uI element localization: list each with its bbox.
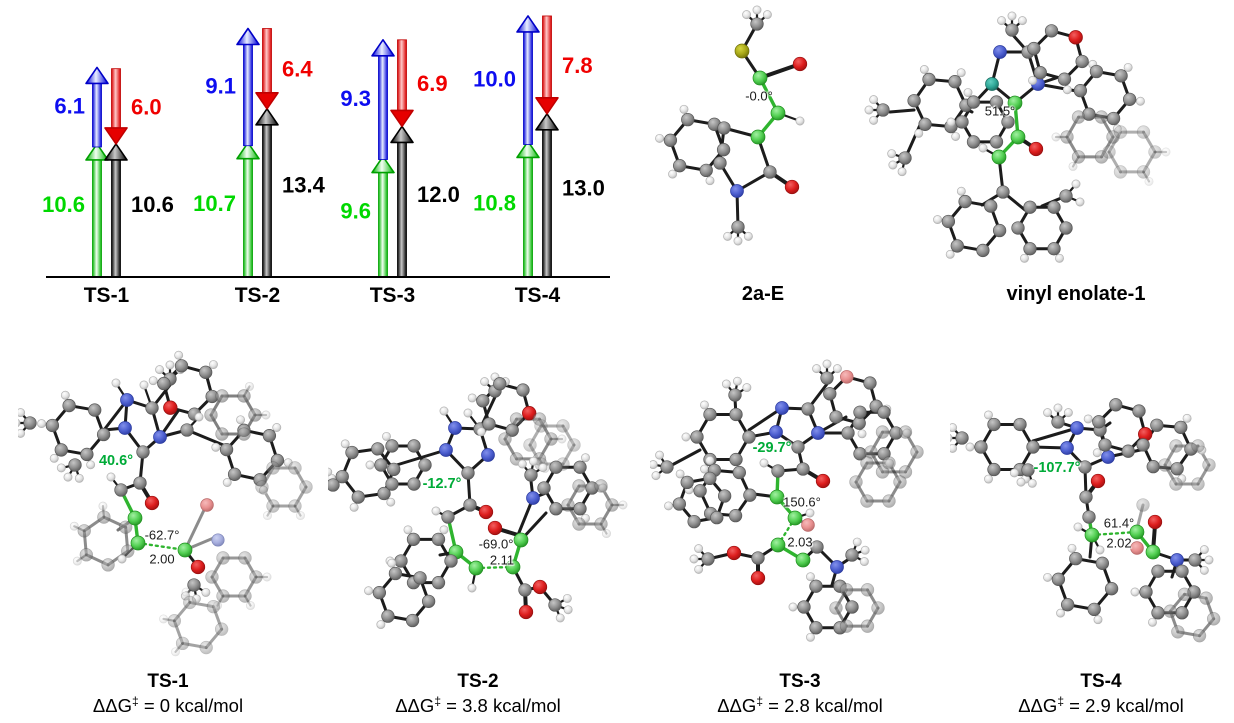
molecule-2a-E-caption: 2a-E: [741, 283, 785, 305]
red-arrow-TS-4: [535, 15, 559, 115]
red-value-TS-4: 7.8: [562, 53, 593, 78]
distance-annotation-ts-4: 2.02: [1106, 535, 1132, 551]
red-value-TS-3: 6.9: [417, 71, 448, 96]
green-value-TS-4: 10.8: [473, 190, 516, 215]
blue-value-TS-2: 9.1: [205, 74, 236, 99]
blue-arrow-TS-3: [371, 39, 395, 160]
green-arrow-TS-4: [516, 140, 540, 278]
red-arrow-TS-3: [390, 39, 414, 128]
blue-value-TS-1: 6.1: [54, 94, 85, 119]
blue-arrow-TS-1: [85, 66, 109, 148]
green-value-TS-2: 10.7: [193, 191, 236, 216]
black-value-TS-2: 13.4: [282, 173, 326, 198]
ts-1-panel: 40.6° -62.7° 2.00 TS-1 ΔΔG‡ = 0 kcal/mol: [18, 345, 318, 723]
ts-4-energy: ΔΔG‡ = 2.9 kcal/mol: [1018, 694, 1184, 717]
black-arrow-TS-1: [104, 143, 128, 278]
red-arrow-TS-2: [255, 28, 279, 110]
molecule-ts-1: [18, 345, 318, 667]
dihedral-annotation-ts-1: -62.7°: [144, 527, 180, 543]
green-arrow-TS-2: [236, 141, 260, 278]
blue-value-TS-4: 10.0: [473, 67, 516, 92]
black-value-TS-3: 12.0: [417, 182, 460, 207]
dihedral-annotation-ts-3: 150.6°: [783, 494, 821, 510]
black-arrow-TS-4: [535, 113, 559, 278]
ts-2-panel: -12.7° -69.0° 2.11 TS-2 ΔΔG‡ = 3.8 kcal/…: [328, 345, 628, 723]
blue-arrow-TS-2: [236, 27, 260, 147]
dihedral-annotation-2a-E: -0.0°: [745, 88, 773, 104]
black-arrow-TS-2: [255, 108, 279, 278]
distance-annotation-ts-3: 2.03: [787, 534, 813, 550]
ts-4-panel: -107.7° 61.4° 2.02 TS-4 ΔΔG‡ = 2.9 kcal/…: [950, 345, 1234, 723]
black-value-TS-4: 13.0: [562, 175, 605, 200]
green-dihedral-annotation-ts-4: -107.7°: [1033, 460, 1081, 476]
molecule-2a-E: [620, 5, 920, 283]
ts-2-energy: ΔΔG‡ = 3.8 kcal/mol: [395, 694, 561, 717]
category-label-TS-1: TS-1: [84, 284, 130, 307]
dihedral-annotation-ts-4: 61.4°: [1103, 515, 1135, 531]
distance-annotation-ts-1: 2.00: [149, 551, 175, 567]
green-arrow-TS-3: [371, 155, 395, 278]
green-dihedral-annotation-ts-2: -12.7°: [422, 476, 462, 492]
distance-annotation-ts-2: 2.11: [489, 552, 515, 568]
blue-value-TS-3: 9.3: [340, 86, 371, 111]
category-label-TS-4: TS-4: [515, 284, 561, 307]
energy-arrow-chart: 10.6 6.1 10.6 6.0 TS-1 10.7 9.1 13.4 6.4 TS-2 9.6 9…: [0, 0, 620, 312]
molecule-ts-3: [650, 345, 950, 667]
ts-1-energy: ΔΔG‡ = 0 kcal/mol: [92, 694, 244, 717]
molecule-ts-4: [950, 345, 1234, 667]
red-arrow-TS-1: [104, 68, 128, 145]
ts-2-caption: TS-2: [457, 671, 499, 692]
dihedral-annotation-ts-2: -69.0°: [478, 536, 514, 552]
molecule-vinyl-enolate-1-caption: vinyl enolate-1: [1006, 283, 1146, 305]
red-value-TS-2: 6.4: [282, 57, 313, 82]
green-value-TS-1: 10.6: [42, 192, 85, 217]
black-arrow-TS-3: [390, 125, 414, 278]
ts-3-caption: TS-3: [779, 671, 821, 692]
ts-4-caption: TS-4: [1080, 671, 1122, 692]
molecule-vinyl-enolate-1: [860, 0, 1234, 282]
red-value-TS-1: 6.0: [131, 94, 162, 119]
molecule-ts-2: [328, 345, 628, 667]
green-arrow-TS-1: [85, 143, 109, 278]
dihedral-annotation-vinyl-enolate-1: 51.5°: [984, 103, 1016, 119]
green-value-TS-3: 9.6: [340, 199, 371, 224]
ts-3-energy: ΔΔG‡ = 2.8 kcal/mol: [717, 694, 883, 717]
black-value-TS-1: 10.6: [131, 192, 174, 217]
green-dihedral-annotation-ts-3: -29.7°: [752, 440, 792, 456]
blue-arrow-TS-4: [516, 15, 540, 145]
green-dihedral-annotation-ts-1: 40.6°: [98, 453, 134, 469]
ts-1-caption: TS-1: [147, 671, 189, 692]
category-label-TS-3: TS-3: [370, 284, 416, 307]
category-label-TS-2: TS-2: [235, 284, 281, 307]
ts-3-panel: -29.7° 150.6° 2.03 TS-3 ΔΔG‡ = 2.8 kcal/…: [650, 345, 950, 723]
